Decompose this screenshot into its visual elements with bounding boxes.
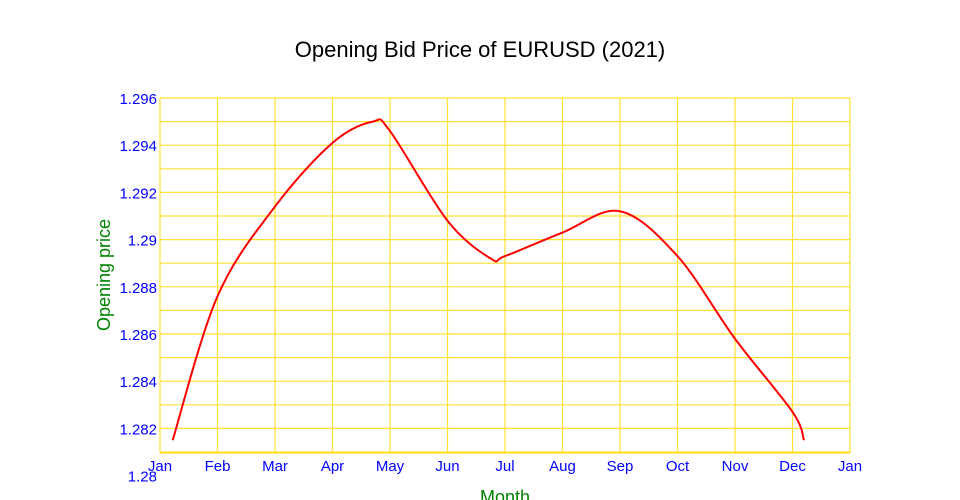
x-axis-label: Month: [480, 487, 530, 500]
y-tick-label: 1.288: [119, 280, 157, 297]
y-axis-ticks: 1.28 1.282 1.284 1.286 1.288 1.29 1.292 1.294 1.…: [119, 91, 157, 486]
x-tick-label: Jan: [838, 458, 862, 475]
y-tick-label: 1.282: [119, 421, 157, 438]
y-axis-label: Opening price: [94, 219, 114, 331]
y-tick-label: 1.284: [119, 374, 157, 391]
x-tick-label: Dec: [779, 458, 806, 475]
grid: [159, 97, 851, 454]
x-tick-label: Jun: [435, 458, 459, 475]
x-tick-label: Jan: [148, 458, 172, 475]
series-layer: [171, 118, 805, 441]
x-axis-ticks: Jan Feb Mar Apr May Jun Jul Aug Sep Oct Nov Dec Jan: [148, 458, 862, 475]
x-tick-label: May: [376, 458, 405, 475]
x-tick-label: Apr: [321, 458, 344, 475]
y-tick-label: 1.29: [128, 233, 157, 250]
x-tick-label: Nov: [722, 458, 749, 475]
x-tick-label: Jul: [495, 458, 514, 475]
x-tick-label: Aug: [549, 458, 576, 475]
y-tick-label: 1.292: [119, 185, 157, 202]
x-tick-label: Feb: [205, 458, 231, 475]
x-tick-label: Mar: [262, 458, 288, 475]
x-tick-label: Sep: [607, 458, 634, 475]
y-tick-label: 1.28: [128, 469, 157, 486]
y-tick-label: 1.296: [119, 91, 157, 108]
y-tick-label: 1.294: [119, 138, 157, 155]
chart-title: Opening Bid Price of EURUSD (2021): [295, 37, 666, 62]
series-line: [171, 118, 805, 441]
y-tick-label: 1.286: [119, 327, 157, 344]
x-tick-label: Oct: [666, 458, 690, 475]
